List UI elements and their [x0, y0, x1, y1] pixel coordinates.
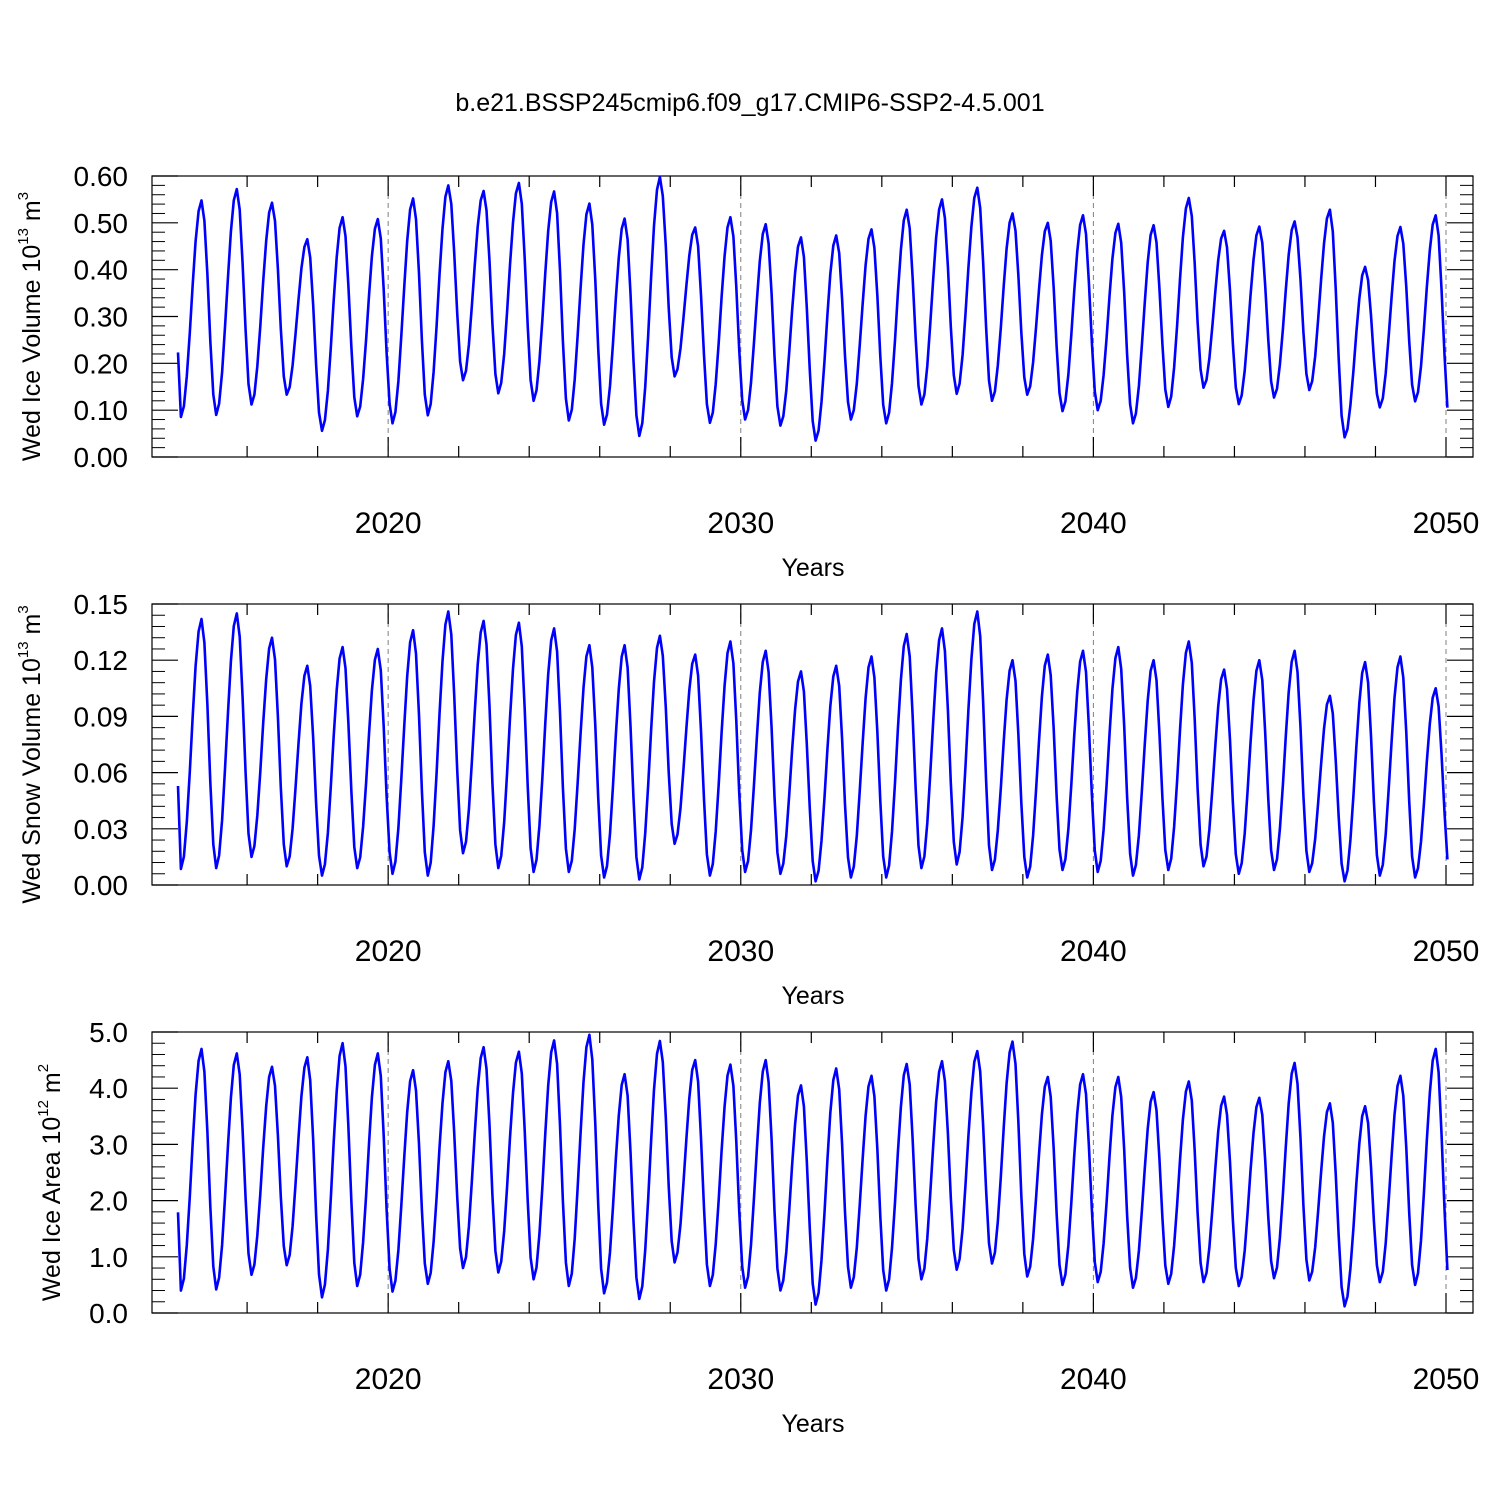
- y-tick-label: 0.60: [74, 161, 129, 192]
- x-axis-label: Years: [781, 982, 844, 1010]
- y-tick-label: 0.30: [74, 302, 129, 333]
- panel-1: 0.00 0.10 0.20 0.30 0.40 0.50 0.60 2020 2030 2040…: [15, 161, 1479, 582]
- y-axis-label: Wed Snow Volume 1013 m3: [15, 605, 46, 903]
- x-tick-label: 2020: [355, 935, 422, 968]
- x-tick-label: 2040: [1060, 1363, 1127, 1396]
- y-tick-label: 0.00: [74, 442, 129, 473]
- y-tick-label: 0.15: [74, 589, 129, 620]
- panel-2: 0.00 0.03 0.06 0.09 0.12 0.15 2020 2030 2040 2050…: [15, 589, 1479, 1010]
- y-tick-label: 0.03: [74, 814, 129, 845]
- x-tick-label: 2050: [1413, 935, 1480, 968]
- y-tick-label: 0.50: [74, 208, 129, 239]
- y-tick-label: 4.0: [89, 1073, 128, 1104]
- x-tick-label: 2030: [707, 1363, 774, 1396]
- plot-frame: [151, 1031, 1474, 1314]
- series-line: [176, 610, 1449, 883]
- y-tick-label: 0.20: [74, 348, 129, 379]
- figure-title: b.e21.BSSP245cmip6.f09_g17.CMIP6-SSP2-4.…: [455, 89, 1044, 117]
- y-tick-label: 0.10: [74, 395, 129, 426]
- x-tick-label: 2030: [707, 935, 774, 968]
- series-line: [176, 175, 1449, 442]
- plot-frame: [151, 603, 1474, 886]
- x-tick-label: 2020: [355, 507, 422, 540]
- y-tick-label: 0.09: [74, 701, 129, 732]
- y-axis-label: Wed Ice Area 1012 m2: [35, 1064, 66, 1301]
- x-tick-label: 2050: [1413, 507, 1480, 540]
- panel-3: 0.0 1.0 2.0 3.0 4.0 5.0 2020 2030 2040 2050 Years W…: [35, 1017, 1479, 1438]
- x-axis-label: Years: [781, 554, 844, 582]
- y-tick-label: 0.0: [89, 1298, 128, 1329]
- x-axis-label: Years: [781, 1410, 844, 1438]
- x-tick-label: 2020: [355, 1363, 422, 1396]
- y-tick-label: 0.06: [74, 758, 129, 789]
- y-tick-label: 0.40: [74, 255, 129, 286]
- y-tick-label: 0.00: [74, 870, 129, 901]
- x-tick-label: 2040: [1060, 935, 1127, 968]
- y-tick-label: 0.12: [74, 645, 129, 676]
- x-tick-label: 2050: [1413, 1363, 1480, 1396]
- y-tick-label: 1.0: [89, 1242, 128, 1273]
- y-axis-label: Wed Ice Volume 1013 m3: [15, 192, 46, 461]
- y-tick-label: 2.0: [89, 1186, 128, 1217]
- x-tick-label: 2030: [707, 507, 774, 540]
- x-tick-label: 2040: [1060, 507, 1127, 540]
- y-tick-label: 5.0: [89, 1017, 128, 1048]
- y-tick-label: 3.0: [89, 1129, 128, 1160]
- series-line: [176, 1033, 1449, 1308]
